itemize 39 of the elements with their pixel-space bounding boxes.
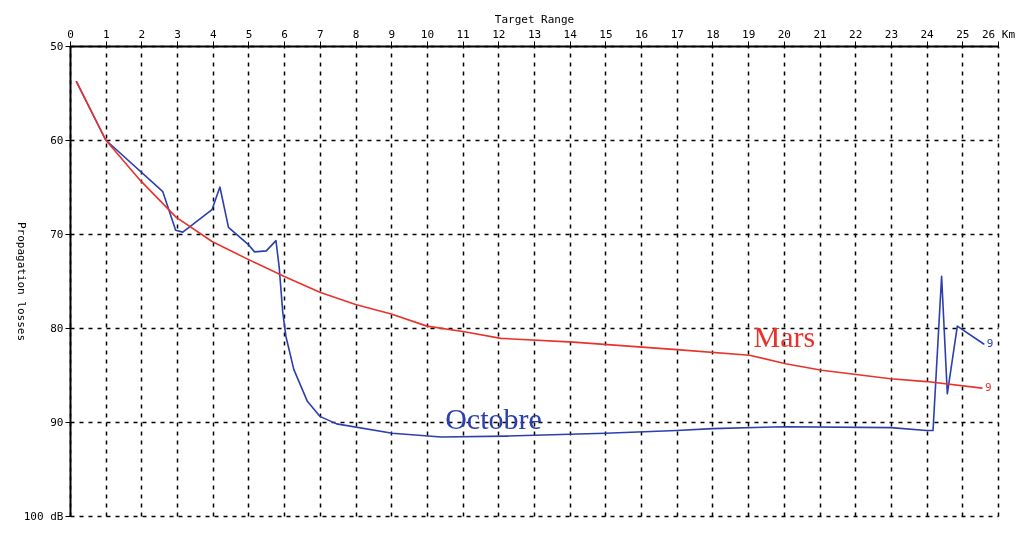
x-tick-label: 13 [527, 27, 542, 41]
x-tick-label: 19 [742, 27, 756, 41]
x-tick-label: 4 [209, 27, 217, 41]
x-tick-label: 11 [456, 27, 470, 41]
x-axis-title: Target Range [494, 12, 575, 26]
x-tick-label: 3 [174, 27, 181, 41]
x-tick-label: 22 [849, 27, 863, 41]
y-tick-label: 60 [50, 133, 64, 147]
y-tick-label: 90 [50, 415, 64, 429]
x-tick-label: 25 [956, 27, 970, 41]
annotation: 9 [986, 336, 994, 350]
x-tick-label: 2 [138, 27, 146, 41]
x-tick-label: 18 [706, 27, 720, 41]
x-tick-label: 9 [388, 27, 396, 41]
x-tick-label: 0 [67, 27, 74, 41]
x-tick-label: 24 [920, 27, 935, 41]
y-axis-title: Propagation losses [14, 221, 28, 342]
x-tick-label: 21 [813, 27, 827, 41]
y-tick-label: 50 [50, 39, 64, 53]
x-tick-label: 14 [563, 27, 578, 41]
x-tick-label: 17 [670, 27, 684, 41]
x-tick-label: 8 [352, 27, 360, 41]
series-label: Mars [753, 320, 816, 354]
x-tick-label: 26 Km [981, 27, 1016, 41]
y-tick-label: 70 [50, 227, 64, 241]
y-tick-label: 80 [50, 321, 64, 335]
x-tick-label: 10 [420, 27, 435, 41]
y-tick-label: 100 dB [23, 509, 64, 523]
x-tick-label: 20 [777, 27, 791, 41]
x-tick-label: 1 [102, 27, 110, 41]
x-tick-label: 6 [281, 27, 288, 41]
x-tick-label: 12 [492, 27, 506, 41]
x-tick-label: 16 [634, 27, 649, 41]
x-tick-label: 15 [599, 27, 613, 41]
x-tick-label: 7 [317, 27, 324, 41]
x-tick-label: 5 [245, 27, 253, 41]
series-label: Octobre [445, 402, 542, 436]
x-tick-label: 23 [884, 27, 899, 41]
annotation: 9 [984, 381, 992, 395]
